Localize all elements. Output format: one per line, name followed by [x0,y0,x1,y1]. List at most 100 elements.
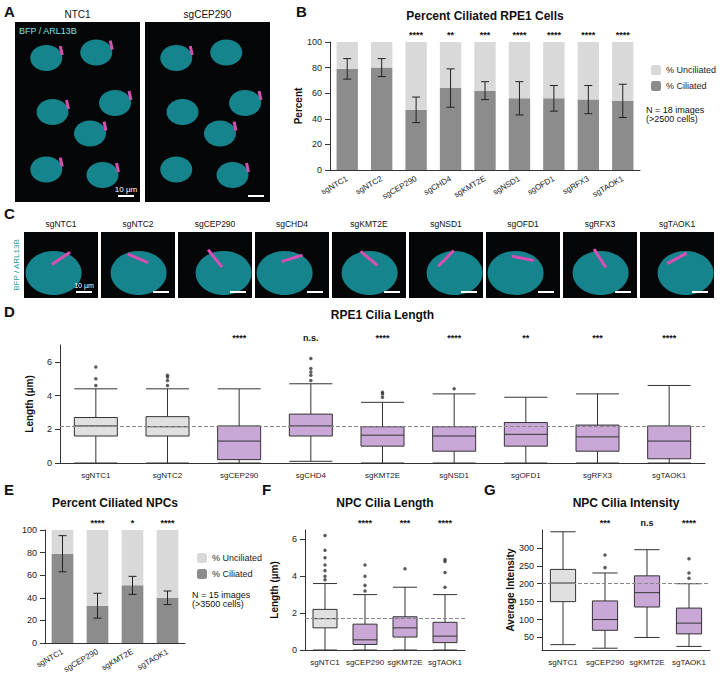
svg-text:% Ciliated: % Ciliated [212,569,253,579]
svg-text:20: 20 [27,615,37,625]
svg-text:200: 200 [519,579,534,589]
svg-text:sgTAOK1: sgTAOK1 [591,174,625,199]
svg-text:sgCEP290: sgCEP290 [62,647,100,674]
svg-text:****: **** [682,518,697,528]
svg-text:sgNTC2: sgNTC2 [122,219,153,229]
svg-text:6: 6 [292,534,297,544]
svg-text:sgNTC1: sgNTC1 [310,658,340,667]
svg-text:sgNTC1: sgNTC1 [45,219,76,229]
svg-text:sgCEP290: sgCEP290 [381,174,419,201]
svg-text:sgNSD1: sgNSD1 [491,174,522,197]
svg-text:% Unciliated: % Unciliated [666,65,716,75]
svg-text:G: G [484,481,496,498]
svg-text:***: *** [600,518,611,528]
svg-text:sgRFX3: sgRFX3 [583,471,612,480]
svg-text:sgNTC1: sgNTC1 [35,647,65,670]
svg-text:50: 50 [524,632,534,642]
svg-text:sgKMT2E: sgKMT2E [629,658,664,667]
svg-text:sgNTC2: sgNTC2 [153,471,183,480]
svg-text:sgTAOK1: sgTAOK1 [136,647,170,672]
svg-text:A: A [4,3,15,20]
svg-text:250: 250 [519,561,534,571]
svg-text:**: ** [447,30,455,40]
svg-text:2: 2 [292,608,297,618]
svg-text:****: **** [616,30,631,40]
svg-text:****: **** [160,518,175,528]
svg-text:sgNSD1: sgNSD1 [430,219,462,229]
svg-text:sgCEP290: sgCEP290 [220,471,259,480]
svg-text:E: E [4,481,14,498]
svg-text:sgNSD1: sgNSD1 [439,471,469,480]
svg-text:(>3500 cells): (>3500 cells) [192,599,244,609]
svg-text:sgKMT2E: sgKMT2E [387,658,422,667]
svg-text:****: **** [358,518,373,528]
svg-text:Percent: Percent [293,87,304,124]
svg-text:sgCEP290: sgCEP290 [184,9,232,20]
svg-text:F: F [262,481,271,498]
svg-text:BFP / ARL13B: BFP / ARL13B [19,26,77,36]
svg-text:****: **** [512,30,527,40]
svg-text:Length (µm): Length (µm) [269,561,280,618]
svg-text:sgKMT2E: sgKMT2E [452,174,487,199]
svg-text:sgNTC1: sgNTC1 [81,471,111,480]
svg-text:% Unciliated: % Unciliated [212,553,262,563]
svg-text:sgCHD4: sgCHD4 [422,174,453,197]
svg-text:sgCHD4: sgCHD4 [276,219,308,229]
svg-text:sgKMT2E: sgKMT2E [100,647,135,672]
svg-text:(>2500 cells): (>2500 cells) [646,114,698,124]
svg-text:sgKMT2E: sgKMT2E [365,471,400,480]
svg-text:0: 0 [32,638,37,648]
svg-text:40: 40 [312,114,322,124]
svg-text:sgRFX3: sgRFX3 [585,219,616,229]
svg-text:C: C [4,205,15,222]
svg-text:sgCEP290: sgCEP290 [195,219,236,229]
svg-text:sgKMT2E: sgKMT2E [350,219,388,229]
svg-text:300: 300 [519,543,534,553]
svg-text:Percent Ciliated NPCs: Percent Ciliated NPCs [52,496,178,510]
svg-text:100: 100 [307,37,322,47]
svg-text:NTC1: NTC1 [64,9,91,20]
svg-text:****: **** [232,333,247,343]
svg-text:RPE1 Cilia Length: RPE1 Cilia Length [331,308,434,322]
svg-text:B: B [296,3,307,20]
svg-text:20: 20 [312,139,322,149]
svg-text:4: 4 [47,391,52,401]
svg-text:sgTAOK1: sgTAOK1 [672,658,707,667]
svg-text:sgOFD1: sgOFD1 [511,471,541,480]
svg-text:sgOFD1: sgOFD1 [507,219,539,229]
svg-text:***: *** [480,30,491,40]
svg-text:BFP / ARL13B: BFP / ARL13B [12,239,21,290]
svg-text:4: 4 [292,571,297,581]
svg-text:2: 2 [47,424,52,434]
svg-text:sgOFD1: sgOFD1 [526,174,557,197]
svg-text:0: 0 [47,458,52,468]
svg-text:0: 0 [292,645,297,655]
svg-text:Average Intensity: Average Intensity [505,548,516,631]
svg-text:0: 0 [317,165,322,175]
svg-text:6: 6 [47,357,52,367]
svg-text:NPC Cilia Length: NPC Cilia Length [336,496,433,510]
svg-text:sgCHD4: sgCHD4 [296,471,327,480]
svg-text:sgCEP290: sgCEP290 [586,658,625,667]
svg-text:60: 60 [27,570,37,580]
svg-text:n.s.: n.s. [303,333,319,343]
svg-text:100: 100 [519,615,534,625]
svg-text:sgTAOK1: sgTAOK1 [428,658,463,667]
svg-text:10 µm: 10 µm [74,282,94,290]
svg-text:n.s: n.s [640,518,653,528]
svg-text:Length (µm): Length (µm) [24,375,35,432]
svg-text:sgCEP290: sgCEP290 [346,658,385,667]
svg-text:*: * [131,518,135,528]
svg-text:***: *** [592,333,603,343]
svg-text:sgNTC1: sgNTC1 [548,658,578,667]
svg-text:80: 80 [27,548,37,558]
svg-text:****: **** [375,333,390,343]
svg-text:10 µm: 10 µm [115,185,138,194]
svg-text:**: ** [522,333,530,343]
svg-text:40: 40 [27,593,37,603]
svg-text:150: 150 [519,597,534,607]
svg-text:sgRFX3: sgRFX3 [561,174,591,196]
svg-text:****: **** [447,333,462,343]
svg-text:60: 60 [312,88,322,98]
svg-text:****: **** [581,30,596,40]
